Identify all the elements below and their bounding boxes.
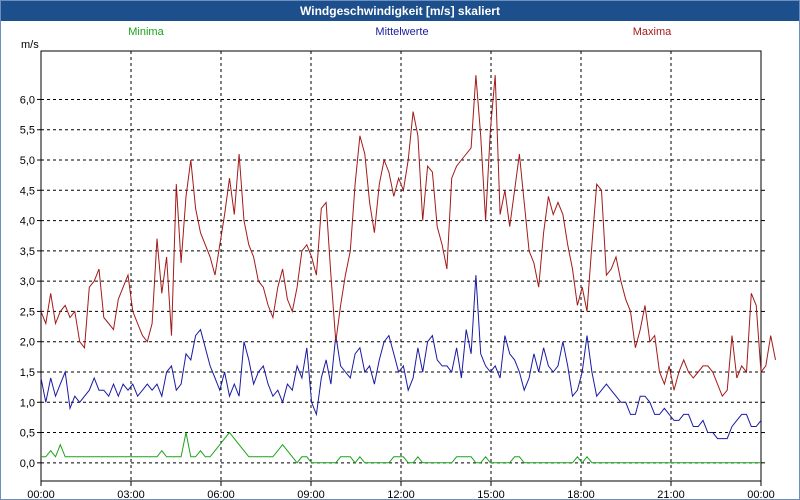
y-tick-label: 0,5 [20,428,35,440]
y-tick-label: 4,0 [20,216,35,228]
y-tick-label: 6,0 [20,94,35,106]
chart-plot: 0,0 0,5 1,0 1,5 2,0 2,5 3,0 3,5 4,0 4,5 5,0 5,5 6,0 0… [20,26,776,499]
x-tick-label-time: 00:00 [747,489,775,499]
series-line-maxima [40,75,776,398]
x-tick-label-time: 18:00 [567,489,595,499]
y-tick-label: 3,5 [20,246,35,258]
y-tick-label: 3,0 [20,276,35,288]
y-tick-label: 1,5 [20,367,35,379]
x-tick-label-time: 06:00 [207,489,235,499]
y-tick-label: 4,5 [20,185,35,197]
series-line-minima [41,431,761,464]
x-tick-label-time: 09:00 [297,489,325,499]
plot-area [40,50,762,482]
y-tick-label: 0,0 [20,458,35,470]
y-axis-label: m/s [21,39,39,51]
x-tick-label-time: 21:00 [657,489,685,499]
y-tick-label: 2,0 [20,337,35,349]
legend-entry-minima: Minima [128,26,164,38]
y-tick-label: 5,0 [20,155,35,167]
x-tick-label-time: 12:00 [387,489,415,499]
chart-title: Windgeschwindigkeit [m/s] skaliert [1,1,799,21]
y-tick-label: 1,0 [20,397,35,409]
legend-entry-maxima: Maxima [633,26,672,38]
y-tick-label: 2,5 [20,306,35,318]
x-tick-label-time: 15:00 [477,489,505,499]
x-tick-label-time: 03:00 [117,489,145,499]
series-line-mittelwerte [40,275,762,440]
legend-entry-mittelwerte: Mittelwerte [375,26,428,38]
y-tick-label: 5,5 [20,125,35,137]
x-tick-label-time: 00:00 [27,489,55,499]
